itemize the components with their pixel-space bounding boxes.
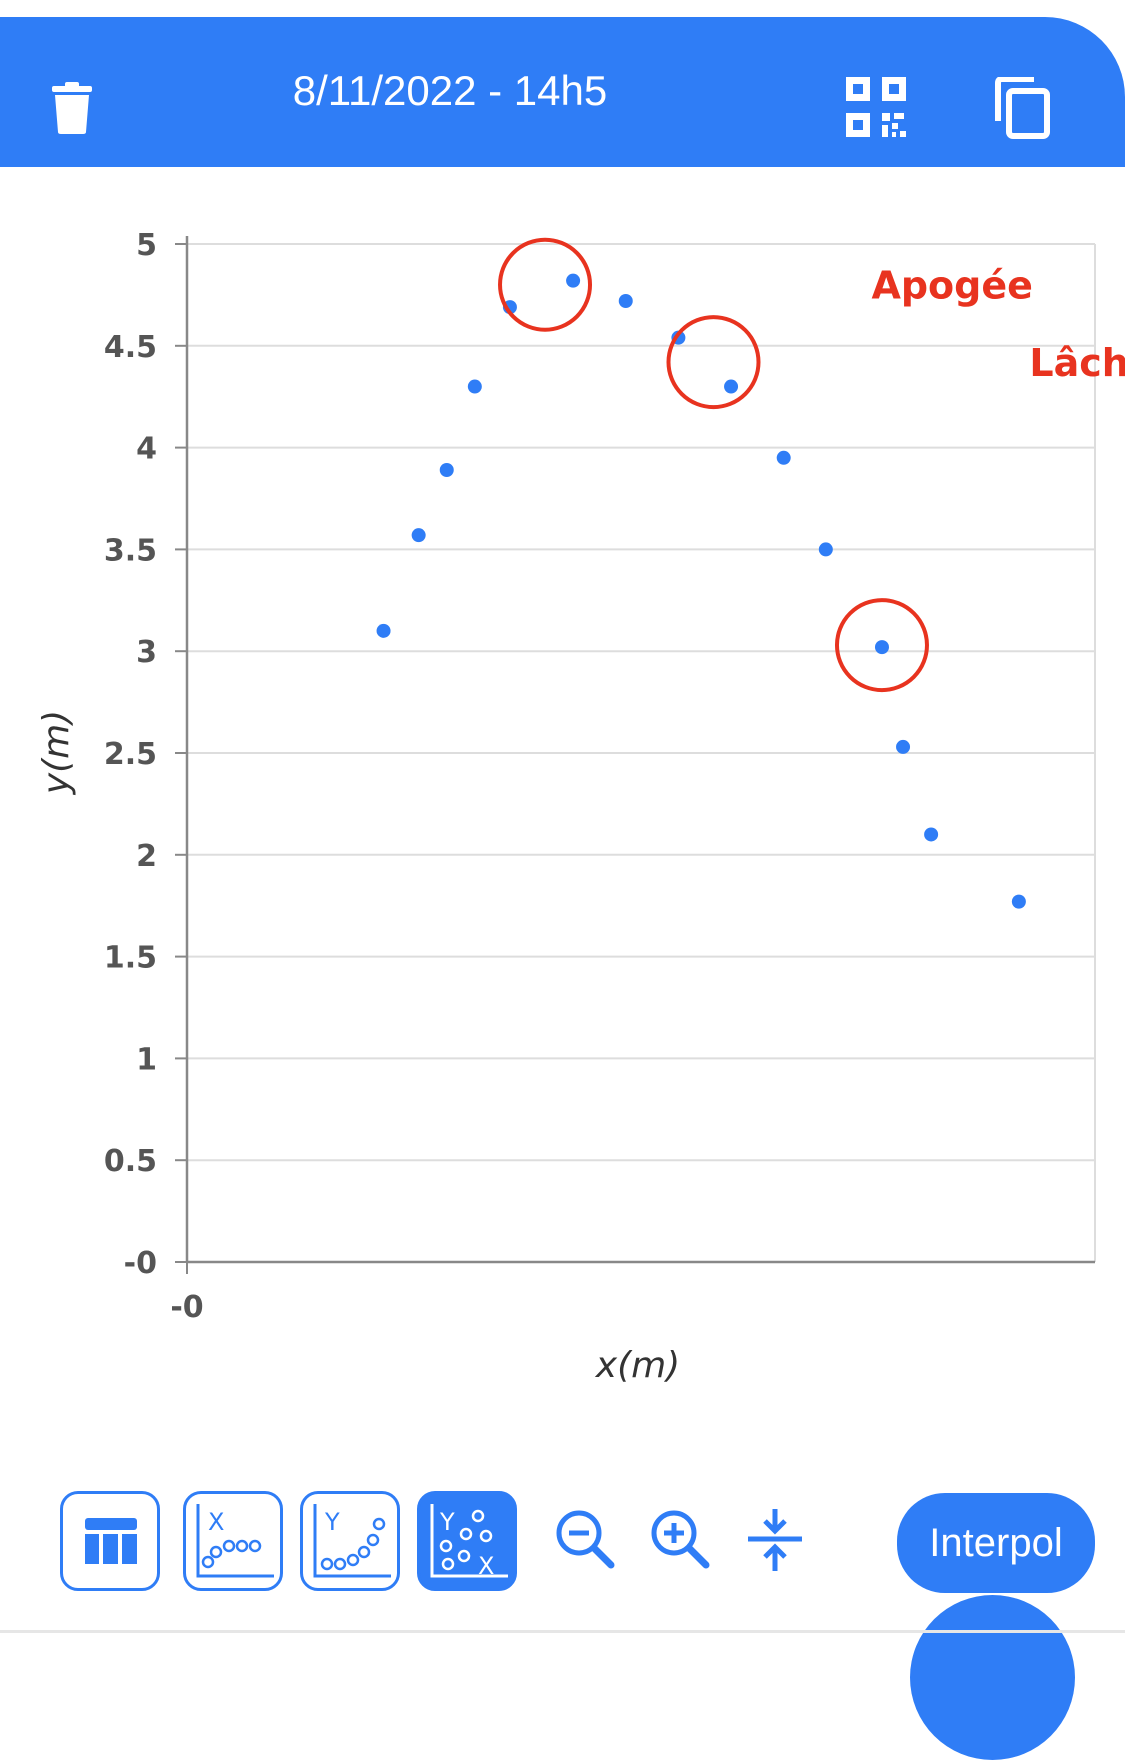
zoom-out-button[interactable] [551, 1505, 621, 1575]
trash-icon[interactable] [52, 82, 92, 134]
fit-compress-icon [748, 1509, 802, 1571]
data-point[interactable] [724, 379, 739, 394]
x-axis-label: x(m) [595, 1345, 680, 1386]
table-view-icon [85, 1518, 137, 1564]
chart-axes [175, 236, 1095, 1274]
y-tick-label: 5 [136, 228, 157, 263]
copy-icon[interactable] [992, 76, 1050, 139]
data-point[interactable] [439, 462, 454, 477]
data-point[interactable] [776, 450, 791, 465]
zoom-in-icon [651, 1510, 710, 1569]
data-point[interactable] [818, 542, 833, 557]
data-point[interactable] [618, 294, 633, 309]
data-point[interactable] [467, 379, 482, 394]
interpol-button[interactable]: Interpol [897, 1493, 1095, 1593]
scatter-chart[interactable]: -00.511.522.533.544.55-0510 ApogéeLâcher… [0, 200, 1125, 1400]
floating-action-button[interactable] [910, 1595, 1075, 1760]
y-tick-label: 4 [136, 432, 157, 467]
xy-scatter-plot-button[interactable]: Y X [417, 1491, 517, 1591]
x-series-plot-icon: X [196, 1504, 274, 1578]
chart-tick-labels: -00.511.522.533.544.55-0510 [104, 228, 204, 1325]
y-tick-label: 1.5 [104, 941, 157, 976]
annotation-label: Apogée [871, 264, 1032, 308]
data-point[interactable] [896, 739, 911, 754]
data-point[interactable] [376, 623, 391, 638]
data-point[interactable] [874, 640, 889, 655]
fit-compress-button[interactable] [740, 1505, 810, 1575]
data-point[interactable] [566, 273, 581, 288]
annotation-circle [666, 315, 761, 410]
data-point[interactable] [1011, 894, 1026, 909]
bottom-divider [0, 1630, 1125, 1633]
y-tick-label: 1 [136, 1042, 157, 1077]
zoom-in-button[interactable] [646, 1505, 716, 1575]
data-point[interactable] [411, 528, 426, 543]
y-axis-label: y(m) [36, 710, 77, 795]
data-point[interactable] [924, 827, 939, 842]
chart-grid [186, 243, 1096, 1263]
svg-text:Y: Y [324, 1508, 340, 1536]
chart-points [376, 273, 1026, 909]
table-view-button[interactable] [60, 1491, 160, 1591]
svg-text:X: X [208, 1508, 224, 1536]
y-tick-label: 3.5 [104, 533, 157, 568]
y-tick-label: 3 [136, 635, 157, 670]
zoom-out-icon [556, 1510, 615, 1569]
xy-scatter-plot-icon: Y X [430, 1504, 508, 1580]
y-series-plot-button[interactable]: Y [300, 1491, 400, 1591]
x-series-plot-button[interactable]: X [183, 1491, 283, 1591]
qr-code-icon[interactable] [846, 77, 908, 139]
x-tick-label: -0 [170, 1290, 203, 1325]
y-tick-label: -0 [124, 1246, 157, 1281]
app-header: 8/11/2022 - 14h5 [0, 17, 1125, 167]
svg-text:Y: Y [439, 1508, 455, 1536]
page-title: 8/11/2022 - 14h5 [292, 67, 608, 114]
y-tick-label: 4.5 [104, 330, 157, 365]
svg-text:X: X [478, 1552, 494, 1580]
annotation-circle [498, 237, 593, 332]
y-tick-label: 2 [136, 839, 157, 874]
y-series-plot-icon: Y [313, 1504, 391, 1578]
annotation-circle [834, 598, 929, 693]
y-tick-label: 2.5 [104, 737, 157, 772]
chart-annotations: ApogéeLâcherRedressementRetournementButé… [498, 237, 1125, 693]
chart-canvas: -00.511.522.533.544.55-0510 ApogéeLâcher… [36, 228, 1125, 1386]
annotation-label: Lâcher [1029, 341, 1125, 385]
y-tick-label: 0.5 [104, 1144, 157, 1179]
